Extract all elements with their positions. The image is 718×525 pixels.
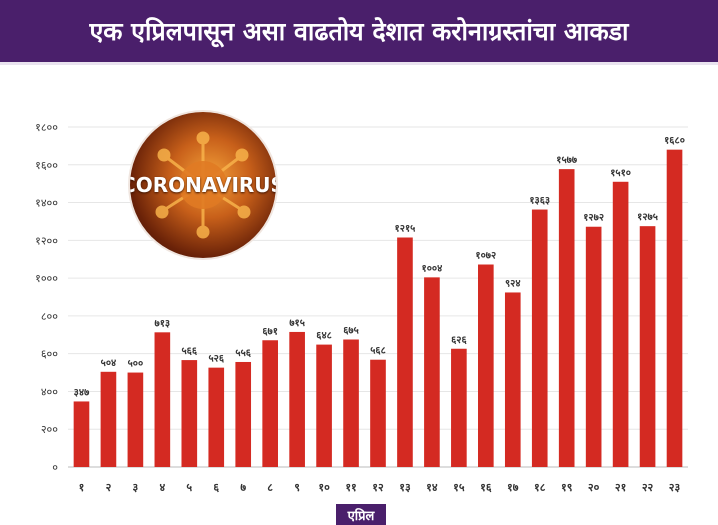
bar xyxy=(127,372,144,467)
y-tick-label: ६०० xyxy=(41,348,58,361)
x-tick-label: १४ xyxy=(426,481,438,494)
data-label: १५७७ xyxy=(556,155,578,166)
data-label: १५१० xyxy=(610,168,631,179)
badge-text: CORONAVIRUS xyxy=(130,173,276,197)
x-tick-label: १० xyxy=(318,481,330,494)
data-label: ७१३ xyxy=(155,318,171,329)
data-label: ५६६ xyxy=(181,346,197,357)
x-tick-label: १८ xyxy=(534,481,546,494)
header-divider xyxy=(0,62,718,65)
x-tick-label: १६ xyxy=(480,481,492,494)
bar xyxy=(397,237,413,467)
bar xyxy=(451,348,467,467)
bar-chart: ०२००४००६००८००१०००१२००१४००१६००१८००३४७१५०४… xyxy=(35,121,688,494)
bar xyxy=(343,339,359,467)
bar xyxy=(531,209,548,468)
x-tick-label: २१ xyxy=(615,481,626,494)
data-label: ६४८ xyxy=(316,331,332,342)
bar xyxy=(612,181,629,467)
bar xyxy=(558,169,575,467)
bar xyxy=(504,292,521,467)
x-tick-label: ६ xyxy=(213,481,219,494)
data-label: १२७२ xyxy=(583,213,604,224)
x-tick-label: १ xyxy=(79,481,85,494)
data-label: ५०४ xyxy=(101,358,117,369)
data-label: १०७२ xyxy=(475,251,496,262)
data-label: ५५६ xyxy=(235,348,251,359)
x-tick-label: २३ xyxy=(669,481,681,494)
header-bar: एक एप्रिलपासून असा वाढतोय देशात करोनाग्र… xyxy=(0,0,718,62)
x-tick-label: ९ xyxy=(294,481,300,494)
x-tick-label: ७ xyxy=(240,481,246,494)
y-tick-label: १४०० xyxy=(35,197,58,210)
data-label: १००४ xyxy=(422,263,443,274)
x-tick-label: १३ xyxy=(399,481,411,494)
x-tick-label: ४ xyxy=(159,481,165,494)
bar xyxy=(289,331,305,467)
bar xyxy=(478,264,494,467)
x-axis-title: एप्रिल xyxy=(336,504,386,525)
data-label: ५०० xyxy=(128,359,144,370)
y-tick-label: १६०० xyxy=(35,159,58,172)
bar xyxy=(73,401,90,467)
data-label: ६२६ xyxy=(451,335,467,346)
y-tick-label: ४०० xyxy=(41,385,58,398)
y-tick-label: ० xyxy=(52,461,58,474)
data-label: ५६८ xyxy=(370,346,386,357)
bar xyxy=(424,277,440,467)
bar xyxy=(585,226,602,467)
x-tick-label: ३ xyxy=(133,481,139,494)
data-label: ९२४ xyxy=(505,278,521,289)
bar xyxy=(154,332,171,467)
x-tick-label: १९ xyxy=(561,481,573,494)
bar xyxy=(316,344,332,467)
data-label: ७१५ xyxy=(289,318,305,329)
x-tick-label: २ xyxy=(106,481,112,494)
bar xyxy=(208,367,225,467)
x-tick-label: २० xyxy=(588,481,600,494)
bar xyxy=(370,359,386,467)
y-tick-label: ८०० xyxy=(41,310,58,323)
data-label: १२१५ xyxy=(395,224,416,235)
x-tick-label: ८ xyxy=(267,481,273,494)
x-tick-label: १७ xyxy=(507,481,519,494)
y-tick-label: १२०० xyxy=(35,234,58,247)
bar xyxy=(262,340,278,467)
data-label: ५२६ xyxy=(208,354,224,365)
bar xyxy=(639,226,656,467)
bar xyxy=(235,361,252,467)
virus-icon xyxy=(155,131,251,239)
page-title: एक एप्रिलपासून असा वाढतोय देशात करोनाग्र… xyxy=(89,17,629,46)
coronavirus-badge: CORONAVIRUS xyxy=(130,112,276,258)
x-tick-label: १२ xyxy=(372,481,384,494)
y-tick-label: १००० xyxy=(35,272,58,285)
data-label: ६७१ xyxy=(262,326,278,337)
bar xyxy=(100,371,117,467)
x-tick-label: २२ xyxy=(642,481,654,494)
x-tick-label: १५ xyxy=(453,481,465,494)
x-tick-label: ११ xyxy=(345,481,356,494)
y-tick-label: १८०० xyxy=(35,121,58,134)
x-tick-label: ५ xyxy=(186,481,192,494)
bar xyxy=(181,360,198,467)
bar xyxy=(666,149,683,467)
y-tick-label: २०० xyxy=(41,423,58,436)
data-label: १२७५ xyxy=(637,212,658,223)
data-label: १६८० xyxy=(664,136,685,147)
data-label: ६७५ xyxy=(343,326,359,337)
data-label: ३४७ xyxy=(74,387,90,398)
data-label: १३६३ xyxy=(529,196,550,207)
